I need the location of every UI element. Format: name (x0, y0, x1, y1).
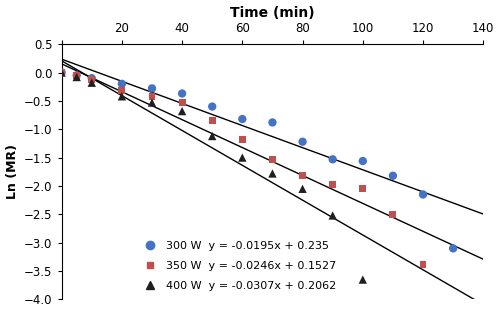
Point (328, 182, 336, 187)
Point (268, 157, 276, 162)
Point (419, 262, 427, 267)
Point (238, 116, 246, 121)
Point (72, 73, 80, 78)
Point (208, 104, 216, 109)
Point (72, 74, 80, 80)
Point (238, 155, 246, 160)
Y-axis label: Ln (MR): Ln (MR) (6, 144, 18, 199)
Point (298, 139, 306, 144)
Point (118, 94, 126, 99)
Point (58, 70, 66, 75)
Point (208, 134, 216, 139)
Point (88, 80, 96, 85)
Point (178, 100, 186, 105)
Point (389, 213, 397, 218)
Point (118, 81, 126, 86)
Point (328, 157, 336, 162)
Point (148, 86, 156, 91)
Point (238, 137, 246, 142)
Point (178, 91, 186, 96)
Point (88, 76, 96, 81)
Point (268, 171, 276, 176)
Point (148, 94, 156, 99)
Point (148, 100, 156, 105)
Point (359, 277, 367, 282)
Point (208, 118, 216, 123)
Point (72, 73, 80, 78)
Point (58, 70, 66, 75)
Point (298, 173, 306, 178)
Point (359, 158, 367, 163)
Point (328, 213, 336, 218)
Point (389, 173, 397, 178)
Point (419, 192, 427, 197)
Point (359, 186, 367, 191)
X-axis label: Time (min): Time (min) (230, 6, 315, 19)
Point (268, 120, 276, 125)
Point (118, 88, 126, 93)
Legend: 300 W  y = -0.0195x + 0.235, 350 W  y = -0.0246x + 0.1527, 400 W  y = -0.0307x +: 300 W y = -0.0195x + 0.235, 350 W y = -0… (139, 241, 336, 291)
Point (88, 77, 96, 82)
Point (449, 246, 457, 251)
Point (58, 70, 66, 75)
Point (298, 186, 306, 191)
Point (178, 109, 186, 114)
